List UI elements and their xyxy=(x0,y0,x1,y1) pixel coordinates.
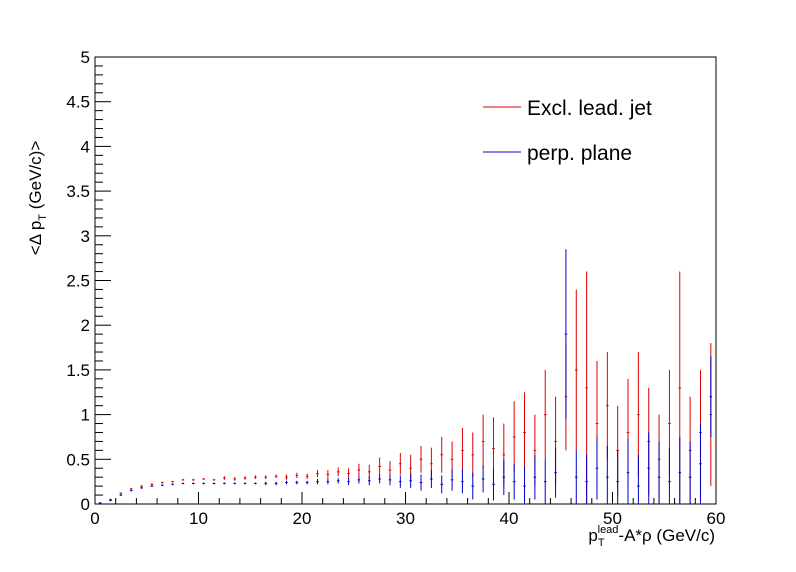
x-axis-title-rest: -A*ρ (GeV/c) xyxy=(618,526,715,545)
x-tick-label: 50 xyxy=(603,509,622,528)
x-tick-label: 0 xyxy=(90,509,99,528)
x-tick-label: 20 xyxy=(293,509,312,528)
y-axis-title-sub: T xyxy=(37,214,49,221)
y-tick-label: 4.5 xyxy=(66,93,90,112)
y-tick-label: 2 xyxy=(81,316,90,335)
y-tick-label: 4 xyxy=(81,137,90,156)
y-axis-title-pre: <Δ p xyxy=(26,221,45,256)
y-tick-label: 1 xyxy=(81,406,90,425)
x-tick-label: 10 xyxy=(189,509,208,528)
y-tick-label: 3 xyxy=(81,227,90,246)
y-tick-label: 0 xyxy=(81,495,90,514)
legend-label-perp-plane: perp. plane xyxy=(527,142,632,165)
x-axis-ticks: 0 10 20 30 40 50 60 xyxy=(90,492,725,528)
y-tick-label: 0.5 xyxy=(66,450,90,469)
legend-label-excl-lead-jet: Excl. lead. jet xyxy=(527,97,652,120)
x-axis-title-sub: T xyxy=(598,537,605,549)
y-tick-label: 5 xyxy=(81,48,90,67)
x-axis-title-base: p xyxy=(588,526,597,545)
x-tick-label: 30 xyxy=(396,509,415,528)
series-1 xyxy=(98,249,713,504)
y-tick-label: 1.5 xyxy=(66,361,90,380)
y-axis-title-post: (GeV/c)> xyxy=(26,141,45,214)
x-axis-title-sup: lead xyxy=(598,524,619,536)
x-tick-label: 60 xyxy=(707,509,726,528)
y-axis-ticks: 0 0.5 1 1.5 2 2.5 3 3.5 4 4.5 5 xyxy=(66,48,111,514)
data-series xyxy=(98,249,713,504)
y-axis-title: <Δ pT (GeV/c)> xyxy=(26,141,49,256)
x-axis-title: pTlead-A*ρ (GeV/c) xyxy=(588,524,715,549)
legend: Excl. lead. jet perp. plane xyxy=(483,97,652,165)
y-tick-label: 2.5 xyxy=(66,272,90,291)
x-tick-label: 40 xyxy=(500,509,519,528)
y-tick-label: 3.5 xyxy=(66,182,90,201)
